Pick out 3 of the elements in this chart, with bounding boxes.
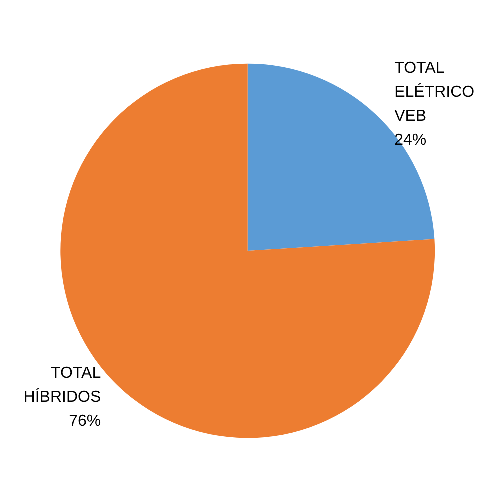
slice-label: TOTAL HÍBRIDOS [24, 365, 102, 406]
data-label: 76% [69, 413, 102, 430]
slice-label: TOTAL ELÉTRICO VEB [394, 60, 475, 125]
